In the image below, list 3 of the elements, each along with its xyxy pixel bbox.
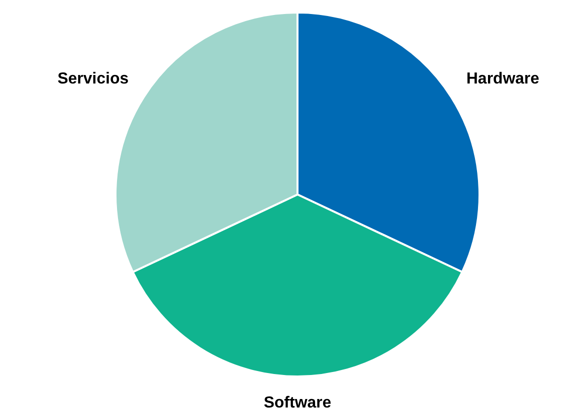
slice-label: Software xyxy=(264,394,332,412)
slice-label: Servicios xyxy=(57,70,129,88)
slice-label: Hardware xyxy=(466,70,540,88)
